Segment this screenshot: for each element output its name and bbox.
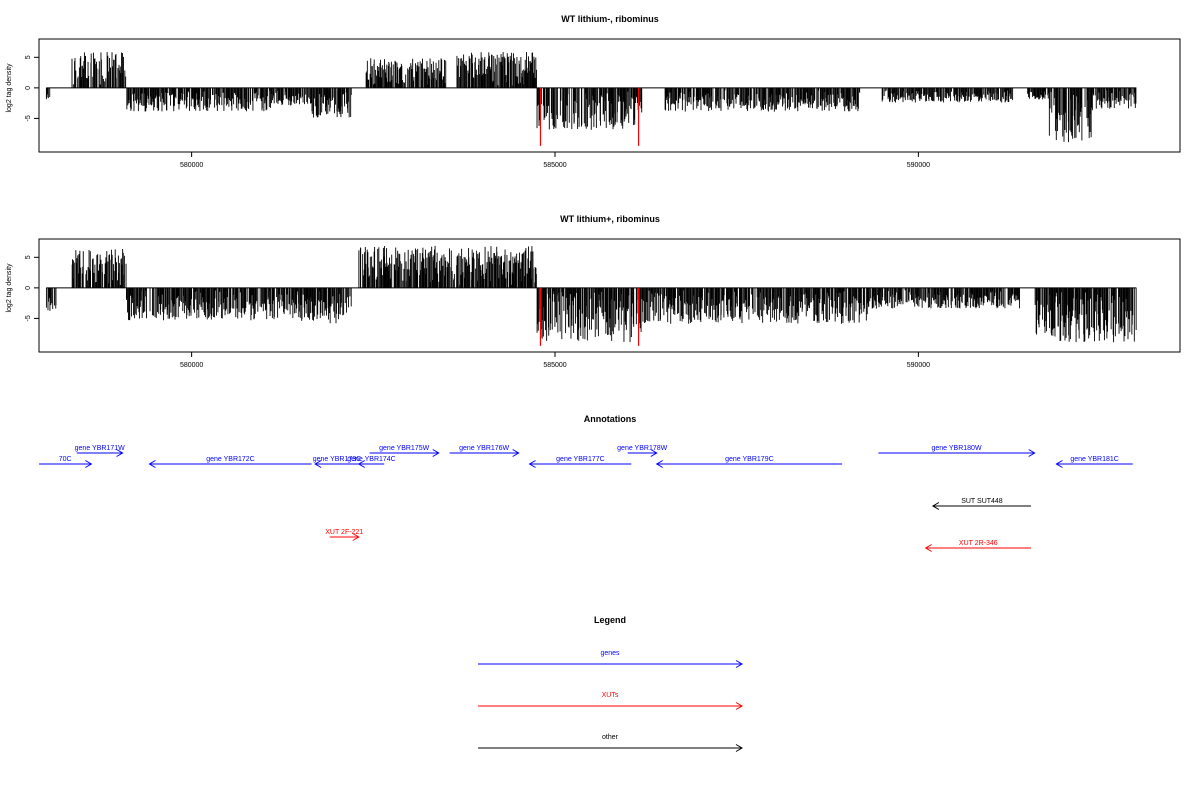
- annotation-feature: gene YBR174C: [347, 456, 396, 468]
- annotation-feature: gene YBR172C: [148, 456, 312, 468]
- annotation-feature: gene YBR179C: [655, 456, 843, 468]
- feature-arrowhead: [148, 460, 156, 468]
- annotation-feature: gene YBR181C: [1055, 456, 1133, 468]
- feature-label: gene YBR177C: [556, 456, 605, 463]
- legend-label: XUTs: [602, 692, 619, 699]
- annotation-feature: gene YBR177C: [528, 456, 632, 468]
- feature-label: gene YBR171W: [75, 445, 125, 452]
- feature-arrowhead: [528, 460, 536, 468]
- panel-1-frame: [38, 38, 1181, 153]
- annotation-feature: SUT SUT448: [931, 498, 1032, 510]
- legend-arrowhead: [735, 744, 743, 752]
- feature-label: gene YBR180W: [931, 445, 981, 452]
- feature-label: XUT 2R-346: [959, 540, 998, 547]
- x-tick-label: 590000: [907, 162, 930, 169]
- feature-label: XUT 2F-221: [325, 529, 363, 536]
- feature-arrowhead: [85, 460, 93, 468]
- legend-item: XUTs: [478, 692, 743, 710]
- feature-label: SUT SUT448: [961, 498, 1003, 505]
- legend-item: genes: [478, 650, 743, 668]
- feature-arrowhead: [432, 449, 440, 457]
- legend-item: other: [478, 734, 743, 752]
- panel-lithium-minus: WT lithium-, ribominus log2 tag density …: [6, 14, 1181, 169]
- x-tick-label: 580000: [180, 362, 203, 369]
- legend-arrowhead: [735, 702, 743, 710]
- feature-arrowhead: [931, 502, 940, 510]
- feature-label: gene YBR173C: [313, 456, 362, 463]
- annotation-feature: gene YBR176W: [449, 445, 520, 457]
- annotation-feature: gene YBR175W: [369, 445, 440, 457]
- annotation-feature: gene YBR178W: [617, 445, 668, 457]
- feature-label: gene YBR172C: [206, 456, 255, 463]
- y-tick-label: 5: [25, 55, 32, 59]
- x-tick-label: 590000: [907, 362, 930, 369]
- panel-2-ylabel: log2 tag density: [6, 263, 13, 313]
- panel-lithium-plus: WT lithium+, ribominus log2 tag density …: [6, 214, 1181, 369]
- feature-arrowhead: [655, 460, 663, 468]
- feature-arrowhead: [357, 460, 366, 468]
- feature-arrowhead: [352, 533, 360, 541]
- feature-label: gene YBR176W: [459, 445, 509, 452]
- legend-panel: Legend genes XUTs other: [478, 615, 743, 752]
- legend-label: other: [602, 734, 619, 741]
- annotation-feature: XUT 2R-346: [924, 540, 1032, 552]
- feature-label: gene YBR175W: [379, 445, 429, 452]
- panel-1-title: WT lithium-, ribominus: [561, 14, 659, 24]
- y-tick-label: 5: [25, 255, 32, 259]
- feature-label: 70C: [59, 456, 72, 463]
- y-tick-label: -5: [25, 315, 32, 321]
- panel-2-frame: [38, 238, 1181, 353]
- feature-arrowhead: [116, 449, 124, 457]
- feature-label: gene YBR174C: [347, 456, 396, 463]
- y-tick-label: 0: [25, 286, 32, 290]
- annotation-feature: 70C: [39, 456, 93, 468]
- annotation-feature: XUT 2F-221: [325, 529, 363, 541]
- feature-arrowhead: [650, 449, 658, 457]
- annotations-title: Annotations: [584, 414, 637, 424]
- annotation-feature: gene YBR171W: [75, 445, 125, 457]
- x-tick-label: 580000: [180, 162, 203, 169]
- feature-arrowhead: [1055, 460, 1063, 468]
- annotation-feature: gene YBR180W: [878, 445, 1036, 457]
- legend-label: genes: [600, 650, 620, 657]
- feature-arrowhead: [1028, 449, 1036, 457]
- feature-label: gene YBR178W: [617, 445, 667, 452]
- panel-2-title: WT lithium+, ribominus: [560, 214, 660, 224]
- feature-arrowhead: [924, 544, 932, 552]
- feature-label: gene YBR181C: [1070, 456, 1119, 463]
- legend-arrowhead: [735, 660, 743, 668]
- feature-arrowhead: [512, 449, 520, 457]
- annotation-feature: gene YBR173C: [313, 456, 362, 468]
- legend-title: Legend: [594, 615, 626, 625]
- panel-1-ylabel: log2 tag density: [6, 63, 13, 113]
- y-tick-label: -5: [25, 115, 32, 121]
- feature-arrowhead: [314, 460, 322, 468]
- y-tick-label: 0: [25, 86, 32, 90]
- feature-label: gene YBR179C: [725, 456, 774, 463]
- x-tick-label: 585000: [543, 162, 566, 169]
- x-tick-label: 585000: [543, 362, 566, 369]
